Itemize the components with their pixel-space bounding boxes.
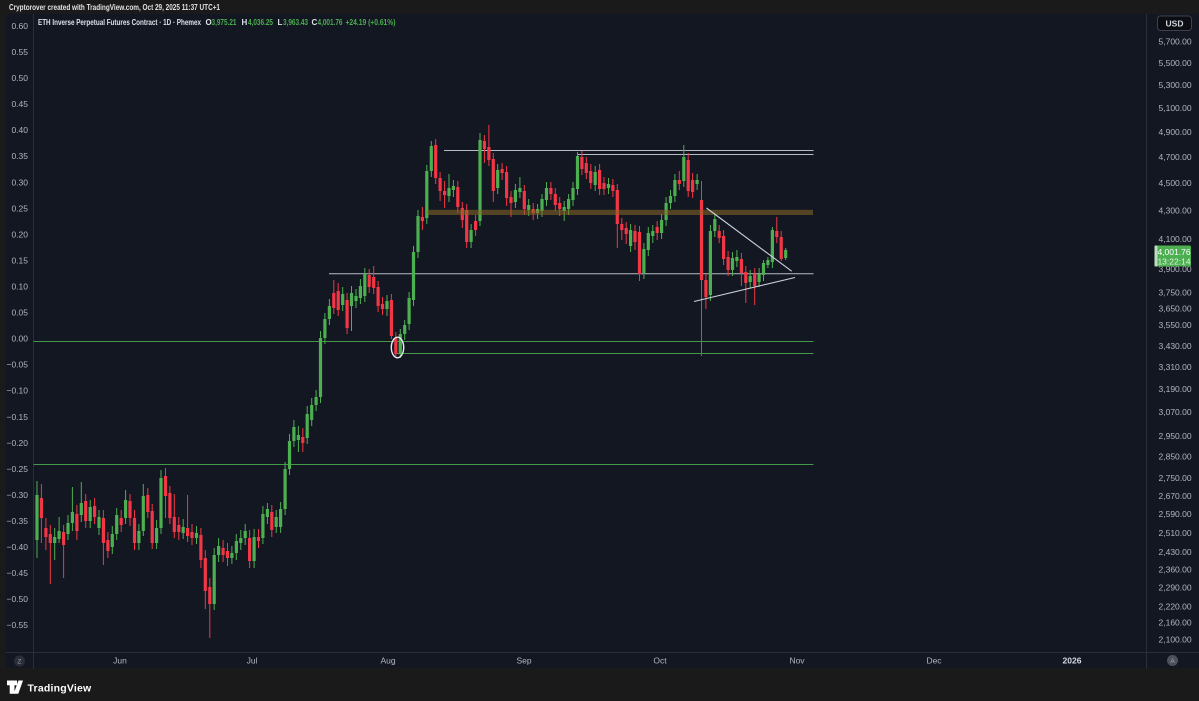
- svg-text:2,590.00: 2,590.00: [1159, 509, 1192, 519]
- svg-text:2,160.00: 2,160.00: [1159, 618, 1192, 628]
- svg-text:3,070.00: 3,070.00: [1159, 407, 1192, 417]
- svg-text:−0.05: −0.05: [6, 360, 28, 370]
- svg-text:0.10: 0.10: [11, 282, 28, 292]
- svg-text:3,430.00: 3,430.00: [1159, 341, 1192, 351]
- svg-text:5,300.00: 5,300.00: [1159, 80, 1192, 90]
- svg-text:2,510.00: 2,510.00: [1159, 528, 1192, 538]
- svg-text:H: H: [242, 18, 248, 27]
- svg-text:−0.55: −0.55: [6, 620, 28, 630]
- svg-text:5,500.00: 5,500.00: [1159, 58, 1192, 68]
- svg-text:−0.25: −0.25: [6, 464, 28, 474]
- svg-text:2,670.00: 2,670.00: [1159, 491, 1192, 501]
- svg-text:−0.20: −0.20: [6, 438, 28, 448]
- svg-text:−0.10: −0.10: [6, 386, 28, 396]
- svg-text:−0.15: −0.15: [6, 412, 28, 422]
- svg-text:2,290.00: 2,290.00: [1159, 583, 1192, 593]
- svg-text:4,036.25: 4,036.25: [248, 18, 273, 27]
- svg-text:0.25: 0.25: [11, 203, 28, 213]
- svg-text:0.30: 0.30: [11, 177, 28, 187]
- svg-text:−0.35: −0.35: [6, 516, 28, 526]
- svg-text:Dec: Dec: [926, 656, 942, 666]
- svg-text:5,700.00: 5,700.00: [1159, 37, 1192, 47]
- svg-text:TradingView: TradingView: [28, 683, 92, 695]
- svg-text:Sep: Sep: [516, 656, 531, 666]
- svg-text:0.20: 0.20: [11, 229, 28, 239]
- svg-text:0.55: 0.55: [11, 47, 28, 57]
- svg-text:3,750.00: 3,750.00: [1159, 287, 1192, 297]
- svg-text:4,001.76: 4,001.76: [318, 18, 343, 27]
- svg-text:2,850.00: 2,850.00: [1159, 452, 1192, 462]
- svg-text:3,310.00: 3,310.00: [1159, 362, 1192, 372]
- svg-text:0.35: 0.35: [11, 151, 28, 161]
- svg-text:2026: 2026: [1063, 656, 1082, 666]
- svg-text:+24.19 (+0.61%): +24.19 (+0.61%): [346, 18, 396, 27]
- svg-text:−0.50: −0.50: [6, 594, 28, 604]
- svg-text:4,700.00: 4,700.00: [1159, 152, 1192, 162]
- svg-text:2,100.00: 2,100.00: [1159, 635, 1192, 645]
- svg-text:USD: USD: [1166, 18, 1184, 28]
- svg-text:0.45: 0.45: [11, 99, 28, 109]
- svg-text:0.05: 0.05: [11, 308, 28, 318]
- svg-text:2,750.00: 2,750.00: [1159, 473, 1192, 483]
- svg-text:−0.45: −0.45: [6, 568, 28, 578]
- svg-text:0.60: 0.60: [11, 21, 28, 31]
- svg-text:4,500.00: 4,500.00: [1159, 178, 1192, 188]
- svg-text:3,190.00: 3,190.00: [1159, 384, 1192, 394]
- svg-text:L: L: [278, 18, 283, 27]
- svg-text:3,650.00: 3,650.00: [1159, 304, 1192, 314]
- svg-text:−0.30: −0.30: [6, 490, 28, 500]
- svg-text:ETH Inverse Perpetual Futures: ETH Inverse Perpetual Futures Contract ·…: [38, 18, 201, 27]
- svg-text:4,300.00: 4,300.00: [1159, 205, 1192, 215]
- svg-text:0.50: 0.50: [11, 73, 28, 83]
- svg-text:3,900.00: 3,900.00: [1159, 264, 1192, 274]
- svg-text:A: A: [1170, 658, 1175, 665]
- svg-text:Z: Z: [18, 659, 22, 666]
- svg-text:4,900.00: 4,900.00: [1159, 127, 1192, 137]
- svg-text:Nov: Nov: [789, 656, 805, 666]
- svg-text:4,001.76: 4,001.76: [1157, 247, 1190, 257]
- svg-text:4,100.00: 4,100.00: [1159, 234, 1192, 244]
- svg-text:2,360.00: 2,360.00: [1159, 565, 1192, 575]
- svg-text:3,975.21: 3,975.21: [212, 18, 237, 27]
- svg-text:Jun: Jun: [113, 656, 127, 666]
- svg-text:3,963.43: 3,963.43: [283, 18, 308, 27]
- svg-text:2,950.00: 2,950.00: [1159, 431, 1192, 441]
- svg-text:−0.40: −0.40: [6, 542, 28, 552]
- svg-text:O: O: [206, 18, 212, 27]
- svg-text:Jul: Jul: [247, 656, 258, 666]
- svg-text:Aug: Aug: [380, 656, 395, 666]
- svg-text:0.40: 0.40: [11, 125, 28, 135]
- svg-text:C: C: [312, 18, 318, 27]
- svg-text:2,430.00: 2,430.00: [1159, 547, 1192, 557]
- svg-text:0.00: 0.00: [11, 334, 28, 344]
- svg-text:13:22:14: 13:22:14: [1157, 257, 1190, 267]
- svg-text:Cryptorover created with Tradi: Cryptorover created with TradingView.com…: [9, 3, 220, 12]
- svg-text:5,100.00: 5,100.00: [1159, 103, 1192, 113]
- svg-text:3,550.00: 3,550.00: [1159, 320, 1192, 330]
- svg-text:0.15: 0.15: [11, 256, 28, 266]
- svg-text:2,220.00: 2,220.00: [1159, 601, 1192, 611]
- svg-text:Oct: Oct: [653, 656, 667, 666]
